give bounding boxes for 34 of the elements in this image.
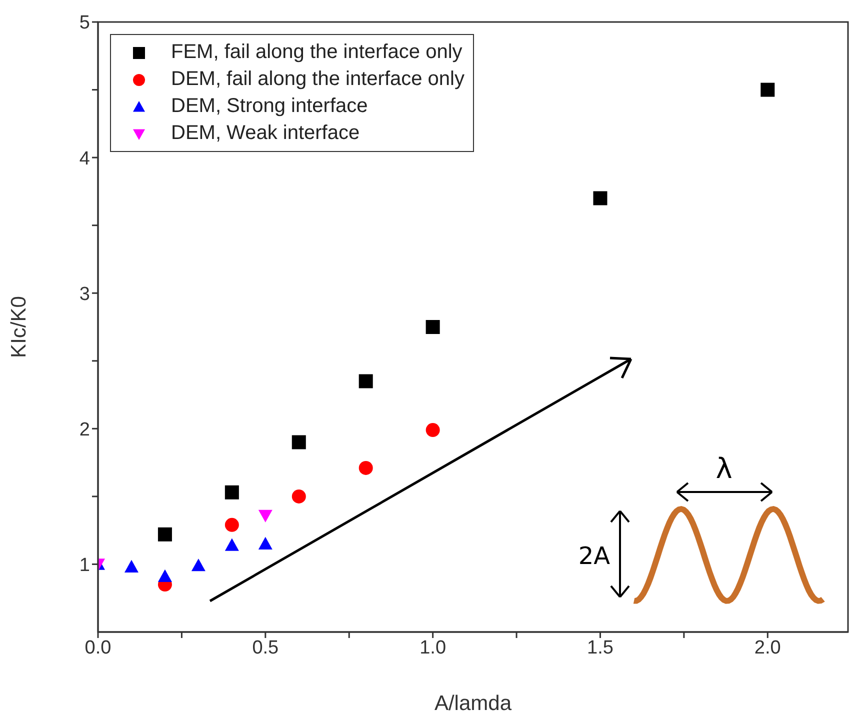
legend-label: DEM, Strong interface [171,95,368,118]
point [158,527,172,542]
x-axis-title: A/lamda [434,692,512,715]
x-tick-label: 1.5 [587,637,614,658]
point [760,82,775,97]
legend-label: DEM, fail along the interface only [171,68,464,91]
y-tick-label: 5 [79,12,90,34]
point [292,435,306,450]
y-tick-label: 1 [79,554,90,576]
annotation: 2A [578,542,611,570]
point [426,423,440,438]
legend-label: DEM, Weak interface [171,122,360,145]
point [124,560,138,573]
x-tick-label: 0.5 [252,637,279,658]
point [158,569,172,582]
point [191,558,206,572]
y-tick-label: 2 [79,419,90,440]
x-tick-label: 0.0 [84,637,112,658]
legend-label: FEM, fail along the interface only [171,41,462,64]
y-axis-title: KIc/K0 [7,296,30,358]
point [292,489,306,504]
point [224,485,239,500]
point [358,460,373,475]
x-tick-label: 2.0 [754,637,781,658]
point [358,374,373,388]
point [258,536,272,550]
y-tick-label: 3 [79,284,90,305]
point [224,538,239,551]
point [426,320,440,334]
point [224,518,239,532]
point [593,191,608,206]
annotation: λ [716,452,732,485]
x-tick-label: 1.0 [420,637,446,658]
y-tick-label: 4 [79,148,90,170]
